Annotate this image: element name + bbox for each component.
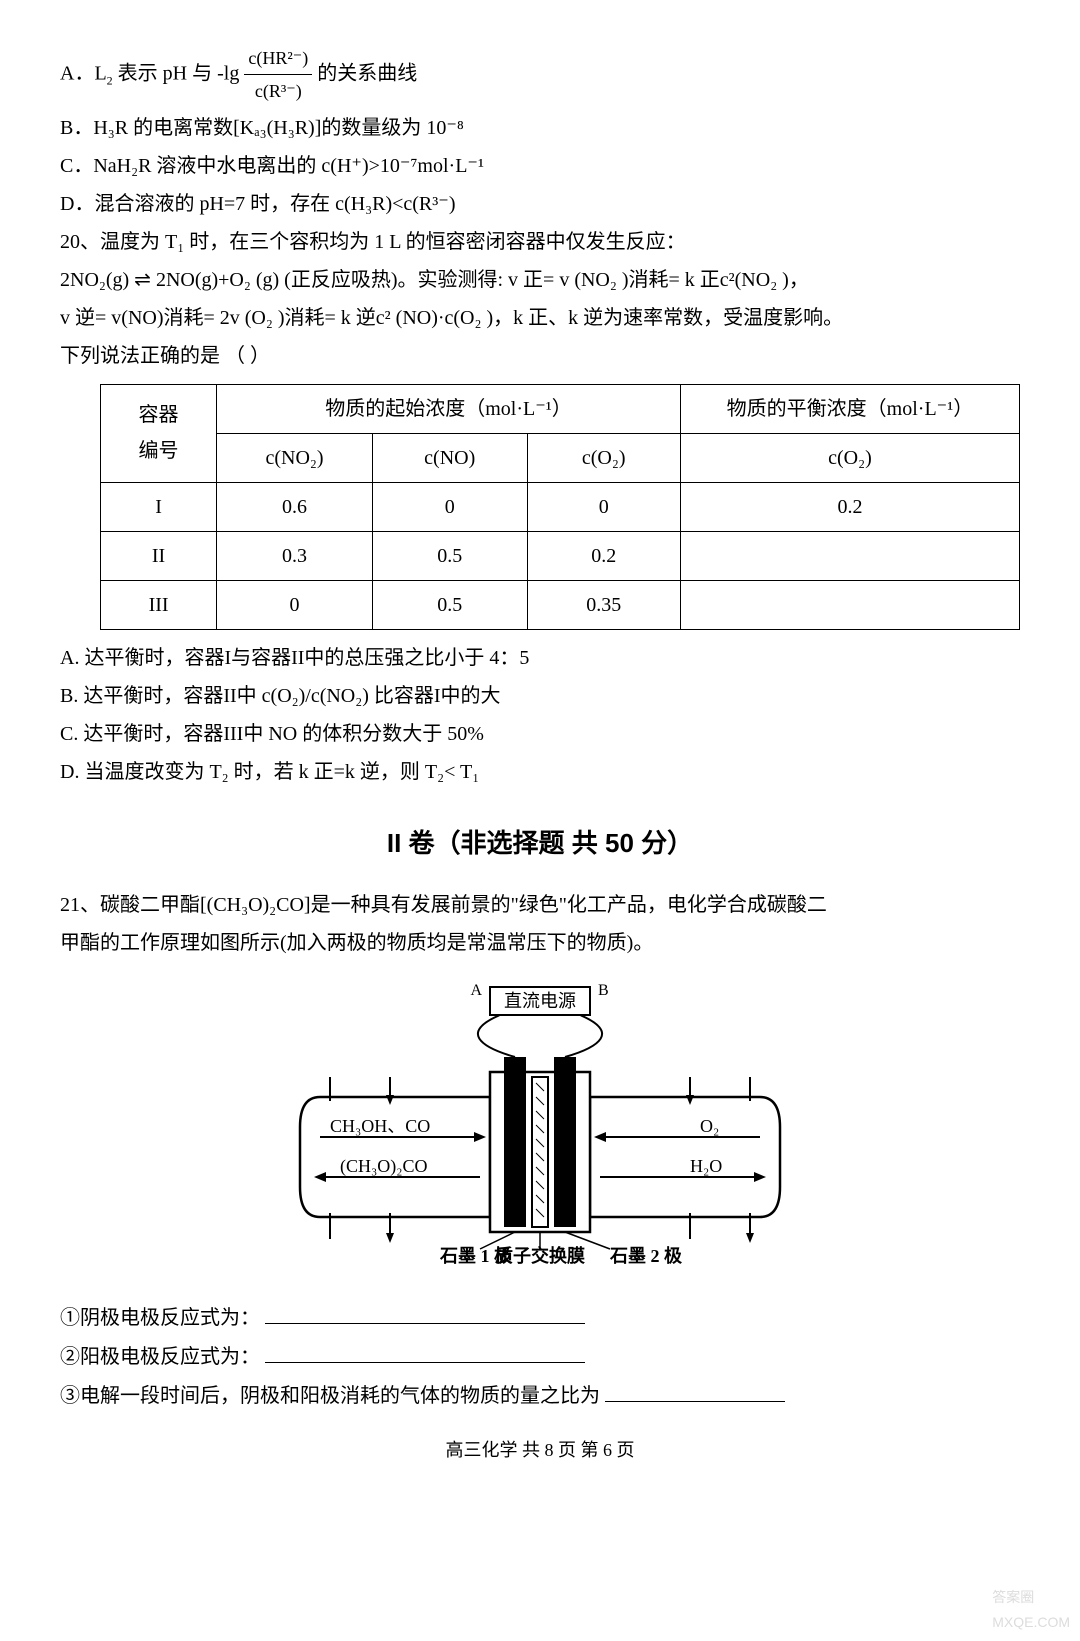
q19-opt-a: A．L2 表示 pH 与 -lg c(HR²⁻) c(R³⁻) 的关系曲线 [60, 42, 1020, 108]
q20-th-no: c(NO) [372, 433, 527, 482]
q19-opt-d: D．混合溶液的 pH=7 时，存在 c(H₃R)<c(R³⁻) [60, 186, 1020, 222]
q19-a-frac-den: c(R³⁻) [244, 75, 312, 107]
diagram-electrode-right: 石墨 2 极 [609, 1246, 683, 1266]
q20-th-no2: c(NO₂) [217, 433, 373, 482]
q20-opt-b: B. 达平衡时，容器II中 c(O₂)/c(NO₂) 比容器I中的大 [60, 678, 1020, 714]
q20-intro-3: v 逆= v(NO)消耗= 2v (O₂ )消耗= k 逆c² (NO)·c(O… [60, 300, 1020, 336]
q19-a-fraction: c(HR²⁻) c(R³⁻) [244, 42, 312, 108]
q19-a-suffix: 的关系曲线 [317, 62, 417, 84]
q20-th-o2: c(O₂) [527, 433, 680, 482]
diagram-right-in: O₂ [700, 1116, 719, 1136]
blank-line[interactable] [605, 1377, 785, 1402]
diagram-left-in: CH₃OH、CO [330, 1116, 430, 1136]
q20-intro-1: 20、温度为 T₁ 时，在三个容积均为 1 L 的恒容密闭容器中仅发生反应： [60, 224, 1020, 260]
q21-diagram: 直流电源 A B CH₃OH、CO (CH₃O)₂CO O₂ H₂O [60, 977, 1020, 1289]
q21-blank-1: ①阴极电极反应式为： [60, 1299, 1020, 1336]
q20-th-eq: 物质的平衡浓度（mol·L⁻¹） [680, 384, 1019, 433]
diagram-membrane: 质子交换膜 [495, 1245, 585, 1266]
table-row: II 0.3 0.5 0.2 [101, 531, 1020, 580]
q20-opt-c: C. 达平衡时，容器III中 NO 的体积分数大于 50% [60, 716, 1020, 752]
diagram-B: B [598, 982, 609, 999]
q19-opt-b: B．H₃R 的电离常数[Kₐ₃(H₃R)]的数量级为 10⁻⁸ [60, 110, 1020, 146]
q20-th-start: 物质的起始浓度（mol·L⁻¹） [217, 384, 681, 433]
q20-opt-a: A. 达平衡时，容器I与容器II中的总压强之比小于 4：5 [60, 640, 1020, 676]
diagram-A: A [470, 982, 482, 999]
page-footer: 高三化学 共 8 页 第 6 页 [60, 1434, 1020, 1466]
q19-a-frac-num: c(HR²⁻) [244, 42, 312, 75]
q20-th-o2eq: c(O₂) [680, 433, 1019, 482]
q20-intro-2: 2NO₂(g) ⇌ 2NO(g)+O₂ (g) (正反应吸热)。实验测得: v … [60, 262, 1020, 298]
q19-opt-c: C．NaH₂R 溶液中水电离出的 c(H⁺)>10⁻⁷mol·L⁻¹ [60, 148, 1020, 184]
diagram-right-out: H₂O [690, 1156, 722, 1176]
diagram-left-out: (CH₃O)₂CO [340, 1156, 428, 1177]
q21-blank-3: ③电解一段时间后，阴极和阳极消耗的气体的物质的量之比为 [60, 1377, 1020, 1414]
q20-intro-4: 下列说法正确的是 （ ） [60, 338, 1020, 374]
q19-a-prefix: A．L [60, 62, 107, 84]
q20-th-id: 容器 编号 [101, 384, 217, 482]
watermark: 答案圈 MXQE.COM [992, 1585, 1070, 1635]
q21-intro-2: 甲酯的工作原理如图所示(加入两极的物质均是常温常压下的物质)。 [60, 925, 1020, 961]
blank-line[interactable] [265, 1299, 585, 1324]
q20-opt-d: D. 当温度改变为 T₂ 时，若 k 正=k 逆，则 T₂< T₁ [60, 754, 1020, 790]
blank-line[interactable] [265, 1338, 585, 1363]
q21-blank-2: ②阳极电极反应式为： [60, 1338, 1020, 1375]
section-2-title: II 卷（非选择题 共 50 分） [60, 820, 1020, 867]
q21-intro-1: 21、碳酸二甲酯[(CH₃O)₂CO]是一种具有发展前景的"绿色"化工产品，电化… [60, 887, 1020, 923]
q20-table: 容器 编号 物质的起始浓度（mol·L⁻¹） 物质的平衡浓度（mol·L⁻¹） … [100, 384, 1020, 630]
table-row: III 0 0.5 0.35 [101, 580, 1020, 629]
diagram-power-label: 直流电源 [504, 991, 576, 1011]
table-row: I 0.6 0 0 0.2 [101, 482, 1020, 531]
q19-a-mid: 表示 pH 与 -lg [113, 62, 245, 84]
